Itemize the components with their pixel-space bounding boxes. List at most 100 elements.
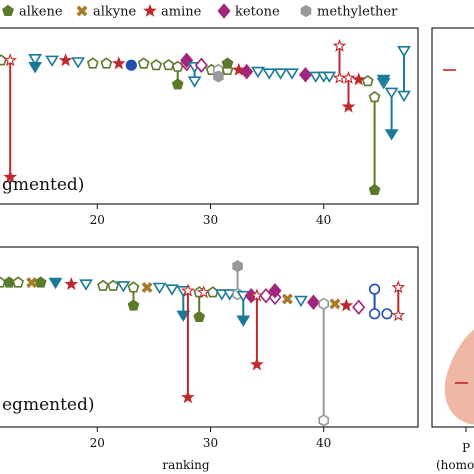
bot-point-20 bbox=[214, 289, 229, 301]
legend-label-alkene: alkene bbox=[19, 5, 63, 20]
top-point-32 bbox=[351, 72, 366, 86]
top-point-end-13 bbox=[171, 78, 184, 90]
top-point-0 bbox=[0, 54, 7, 66]
top-tick-label-20: 20 bbox=[90, 213, 105, 227]
top-point-start-1 bbox=[3, 53, 18, 67]
legend-label-amine: amine bbox=[161, 5, 202, 20]
violin-shape bbox=[444, 329, 474, 425]
top-point-end-15 bbox=[187, 76, 202, 88]
top-point-4 bbox=[58, 53, 73, 67]
bot-point-7 bbox=[79, 279, 93, 291]
top-point-7 bbox=[100, 57, 113, 69]
top-point-10 bbox=[137, 57, 150, 69]
legend-marker-alkene bbox=[2, 4, 14, 17]
bot-tick-label-40: 40 bbox=[316, 436, 331, 450]
top-point-22 bbox=[251, 66, 265, 79]
top-panel-x-ticks: 20 30 40 bbox=[90, 204, 331, 227]
top-point-start-34 bbox=[368, 91, 381, 103]
top-tick-label-30: 30 bbox=[203, 213, 218, 227]
top-point-23 bbox=[262, 68, 277, 80]
top-point-20 bbox=[231, 62, 246, 76]
top-point-end-18 bbox=[213, 70, 224, 83]
bot-point-3 bbox=[26, 277, 38, 289]
right-panel: P (homo bbox=[431, 27, 474, 472]
bot-tick-label-30: 30 bbox=[203, 436, 218, 450]
bottom-panel-marks bbox=[0, 260, 406, 427]
legend: alkene alkyne amine ketone methylether bbox=[2, 3, 398, 20]
bot-point-28 bbox=[281, 293, 293, 305]
top-point-6 bbox=[86, 57, 99, 69]
bot-point-12 bbox=[141, 282, 153, 293]
top-point-27 bbox=[308, 71, 323, 83]
bot-point-4 bbox=[34, 276, 47, 288]
bot-point-9 bbox=[107, 279, 120, 291]
bot-point-19 bbox=[206, 286, 219, 298]
bot-point-8 bbox=[97, 279, 109, 291]
bot-point-26 bbox=[259, 287, 273, 304]
bot-point-6 bbox=[64, 277, 79, 291]
bottom-panel-x-ticks: 20 30 40 bbox=[90, 427, 331, 450]
top-point-end-31 bbox=[341, 99, 356, 113]
bot-point-30 bbox=[306, 294, 321, 311]
top-point-21 bbox=[240, 63, 254, 80]
bot-point-36 bbox=[381, 308, 393, 320]
legend-label-ketone: ketone bbox=[235, 5, 280, 20]
top-point-9 bbox=[125, 59, 137, 71]
bot-point-2 bbox=[12, 276, 24, 288]
bot-tick-label-20: 20 bbox=[90, 436, 105, 450]
top-panel-frame bbox=[0, 27, 419, 205]
top-point-5 bbox=[71, 57, 86, 69]
bot-point-10 bbox=[116, 281, 131, 293]
bot-point-start-37 bbox=[391, 308, 406, 322]
top-point-end-34 bbox=[368, 183, 381, 196]
top-point-12 bbox=[162, 59, 175, 71]
top-point-16 bbox=[194, 57, 208, 73]
bot-point-end-25 bbox=[250, 357, 264, 371]
top-panel-label: gmented) bbox=[2, 175, 84, 195]
top-point-end-1 bbox=[3, 170, 18, 184]
top-point-29 bbox=[322, 71, 337, 83]
top-point-start-2 bbox=[28, 53, 43, 66]
bot-point-end-22 bbox=[232, 260, 243, 273]
legend-label-alkyne: alkyne bbox=[93, 5, 137, 20]
top-point-end-37 bbox=[397, 45, 411, 58]
top-point-3 bbox=[45, 55, 60, 67]
right-panel-tick-label-2: (homo bbox=[436, 458, 474, 472]
bot-point-end-11 bbox=[127, 299, 140, 311]
bot-point-end-35 bbox=[369, 283, 381, 295]
top-point-end-35 bbox=[376, 74, 391, 87]
top-point-start-36 bbox=[384, 87, 399, 99]
top-point-11 bbox=[150, 59, 163, 71]
top-point-33 bbox=[361, 75, 374, 87]
bot-point-34 bbox=[352, 299, 366, 315]
bot-point-end-17 bbox=[193, 310, 206, 323]
bot-point-end-15 bbox=[176, 310, 191, 322]
bot-point-32 bbox=[329, 298, 341, 310]
top-panel: gmented) 20 30 40 bbox=[0, 27, 419, 227]
bot-point-end-37 bbox=[391, 280, 406, 294]
legend-marker-alkyne bbox=[76, 5, 88, 17]
top-point-start-37 bbox=[397, 90, 411, 103]
legend-marker-methylether bbox=[300, 4, 312, 18]
x-axis-label: ranking bbox=[162, 458, 209, 472]
bot-point-start-11 bbox=[127, 281, 140, 293]
top-point-26 bbox=[298, 67, 313, 83]
bot-point-start-16 bbox=[181, 283, 195, 297]
bottom-panel-label: egmented) bbox=[2, 395, 94, 415]
top-point-end-2 bbox=[28, 62, 43, 74]
top-point-24 bbox=[273, 68, 288, 80]
legend-marker-amine bbox=[143, 3, 157, 17]
bot-point-5 bbox=[48, 277, 63, 290]
bot-point-33 bbox=[339, 298, 354, 312]
top-point-end-36 bbox=[384, 129, 399, 141]
bot-point-13 bbox=[152, 282, 167, 295]
top-point-8 bbox=[111, 56, 126, 70]
bot-point-29 bbox=[294, 295, 308, 308]
bottom-panel: egmented) 20 30 40 ranking bbox=[0, 246, 419, 472]
legend-label-methylether: methylether bbox=[317, 5, 398, 20]
bot-point-end-31 bbox=[318, 414, 330, 427]
bottom-panel-frame bbox=[0, 246, 419, 428]
top-point-end-19 bbox=[221, 57, 234, 69]
bot-point-1 bbox=[3, 276, 15, 288]
right-panel-frame bbox=[431, 27, 474, 428]
